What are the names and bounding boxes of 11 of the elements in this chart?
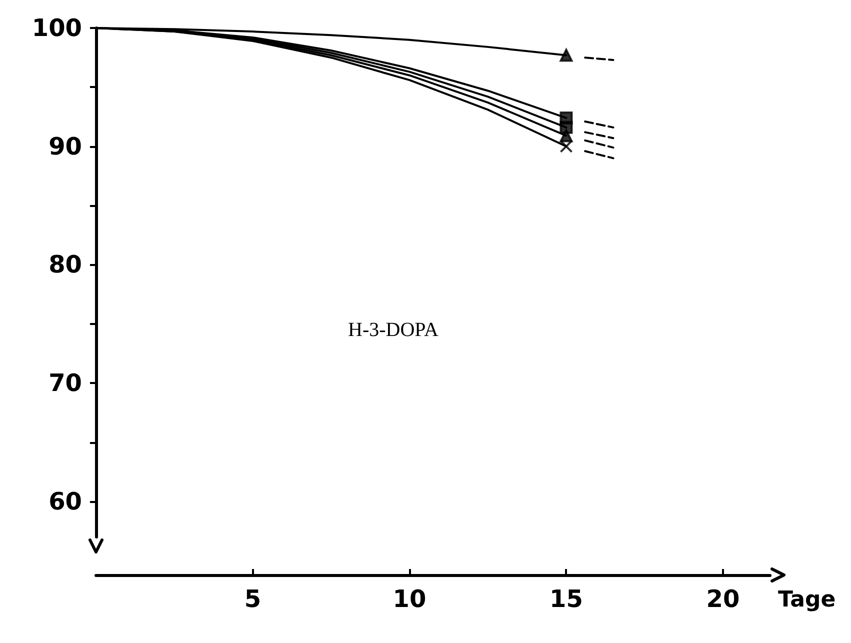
y-tick-label: 60 (48, 487, 82, 516)
y-tick-label: 80 (48, 250, 82, 279)
annotation: H-3-DOPA (348, 319, 439, 341)
x-tick-label: 15 (550, 585, 583, 613)
x-tick-label: 5 (244, 585, 262, 613)
y-tick-label: 100 (32, 14, 82, 42)
x-tick-label: 20 (706, 585, 740, 613)
y-tick-label: 90 (48, 132, 82, 160)
y-tick-label: 70 (48, 369, 82, 398)
x-axis-title: Tage (778, 588, 836, 612)
x-tick-label: 10 (392, 585, 426, 613)
